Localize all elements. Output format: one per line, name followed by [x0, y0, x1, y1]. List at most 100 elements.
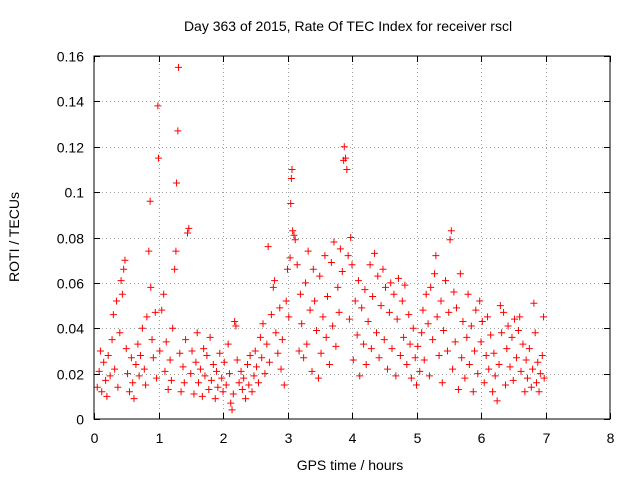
- data-point: [211, 395, 219, 403]
- data-point: [258, 354, 266, 362]
- data-point: [300, 354, 308, 362]
- data-point: [400, 333, 408, 341]
- data-point: [385, 308, 393, 316]
- data-point: [469, 388, 477, 396]
- data-point: [187, 370, 195, 378]
- data-point: [532, 379, 540, 387]
- data-point: [483, 313, 491, 321]
- data-point: [338, 268, 346, 276]
- data-point: [265, 358, 273, 366]
- data-point: [140, 365, 148, 373]
- data-point: [387, 279, 395, 287]
- data-point: [465, 361, 473, 369]
- data-point: [396, 351, 404, 359]
- data-point: [246, 351, 254, 359]
- data-point: [358, 304, 366, 312]
- y-tick-label: 0.12: [57, 140, 84, 156]
- x-tick-labels: 0 1 2 3 4 5 6 7 8: [91, 430, 615, 446]
- data-point: [173, 179, 181, 187]
- y-axis-label: ROTI / TECUs: [6, 192, 22, 282]
- data-point: [325, 361, 333, 369]
- data-point: [130, 395, 138, 403]
- data-point: [377, 302, 385, 310]
- data-point: [121, 256, 129, 264]
- data-point: [120, 265, 128, 273]
- data-point: [398, 297, 406, 305]
- data-point: [135, 372, 143, 380]
- data-point: [192, 358, 200, 366]
- data-point: [371, 249, 379, 257]
- data-point: [264, 243, 272, 251]
- data-point: [464, 290, 472, 298]
- data-point: [286, 254, 294, 262]
- data-point: [261, 370, 269, 378]
- data-point: [529, 365, 537, 373]
- data-point: [117, 277, 125, 285]
- data-point: [390, 290, 398, 298]
- data-point: [228, 406, 236, 414]
- y-tick-label: 0.16: [57, 49, 84, 65]
- data-point: [138, 324, 146, 332]
- x-tick-label: 0: [91, 430, 99, 446]
- data-point: [125, 388, 133, 396]
- data-point: [206, 333, 214, 341]
- data-point: [278, 336, 286, 344]
- data-point: [523, 374, 531, 382]
- data-point: [291, 236, 299, 244]
- data-point: [102, 376, 110, 384]
- data-point: [498, 329, 506, 337]
- data-point: [319, 313, 327, 321]
- data-point: [442, 277, 450, 285]
- tick-layer: [94, 56, 611, 420]
- data-point: [406, 340, 414, 348]
- data-point: [172, 247, 180, 255]
- data-point: [254, 379, 262, 387]
- data-point: [353, 331, 361, 339]
- data-point: [409, 324, 417, 332]
- data-point: [203, 351, 211, 359]
- data-point: [401, 281, 409, 289]
- data-point: [149, 354, 157, 362]
- data-point: [519, 340, 527, 348]
- data-point: [251, 347, 259, 355]
- data-point: [161, 367, 169, 375]
- data-point: [369, 292, 377, 300]
- data-point: [345, 315, 353, 323]
- data-point: [427, 283, 435, 291]
- data-point: [435, 351, 443, 359]
- data-point: [309, 265, 317, 273]
- data-point: [322, 333, 330, 341]
- x-tick-label: 1: [156, 430, 164, 446]
- data-point: [224, 340, 232, 348]
- data-point: [156, 347, 164, 355]
- data-points: [93, 63, 548, 414]
- x-tick-label: 5: [414, 430, 422, 446]
- data-point: [362, 361, 370, 369]
- data-point: [388, 345, 396, 353]
- data-point: [416, 367, 424, 375]
- data-point: [461, 374, 469, 382]
- data-point: [511, 315, 519, 323]
- data-point: [382, 283, 390, 291]
- data-point: [474, 370, 482, 378]
- data-point: [493, 397, 501, 405]
- data-point: [531, 329, 539, 337]
- data-point: [198, 392, 206, 400]
- data-point: [218, 374, 226, 382]
- data-point: [414, 342, 422, 350]
- data-point: [194, 379, 202, 387]
- data-point: [142, 381, 150, 389]
- x-tick-label: 3: [285, 430, 293, 446]
- data-point: [174, 127, 182, 135]
- data-point: [267, 311, 275, 319]
- y-tick-label: 0.14: [57, 94, 84, 110]
- data-point: [271, 277, 279, 285]
- data-point: [285, 313, 293, 321]
- y-tick-label: 0: [76, 412, 84, 428]
- data-point: [347, 234, 355, 241]
- data-point: [525, 345, 533, 353]
- data-point: [509, 376, 517, 384]
- data-point: [272, 329, 280, 337]
- data-point: [298, 320, 306, 328]
- data-point: [302, 279, 310, 287]
